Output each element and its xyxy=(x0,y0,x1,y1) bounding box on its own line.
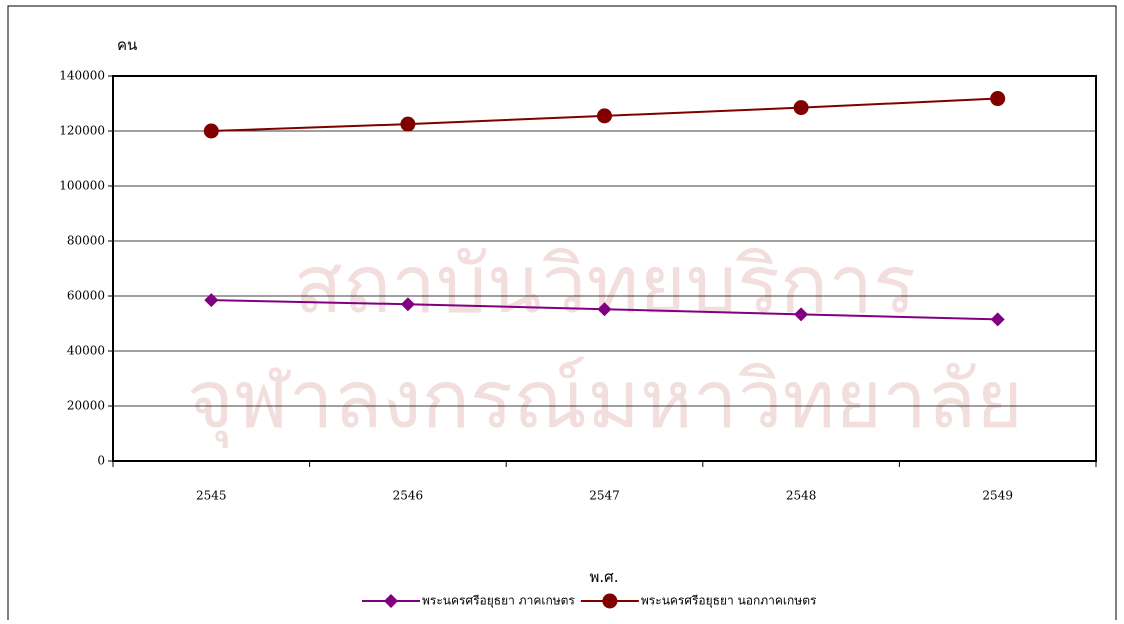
y-tick-label: 80000 xyxy=(67,234,105,248)
legend-label: พระนครศรีอยุธยา ภาคเกษตร xyxy=(422,594,575,609)
y-tick-label: 40000 xyxy=(67,344,105,358)
data-point xyxy=(990,91,1006,107)
chart-frame xyxy=(7,5,1117,624)
data-point xyxy=(204,293,219,308)
data-point xyxy=(990,312,1005,327)
data-point xyxy=(597,108,612,124)
y-tick-label: 60000 xyxy=(67,289,105,303)
data-point xyxy=(793,100,809,116)
data-point xyxy=(203,123,219,139)
legend-marker xyxy=(384,594,398,608)
data-point xyxy=(400,297,415,312)
watermark: จุฬาลงกรณ์มหาวิทยาลัย xyxy=(187,353,1023,448)
x-tick-label: 2548 xyxy=(786,489,817,503)
y-tick-label: 100000 xyxy=(59,179,105,193)
data-point xyxy=(794,307,809,322)
x-tick-label: 2547 xyxy=(589,489,620,503)
x-tick-label: 2546 xyxy=(393,489,424,503)
plot-frame xyxy=(112,75,1097,462)
x-tick-label: 2549 xyxy=(982,489,1013,503)
y-tick-label: 120000 xyxy=(59,124,105,138)
y-axis-label: คน xyxy=(117,36,137,54)
y-tick-label: 140000 xyxy=(59,69,105,83)
data-point xyxy=(597,302,612,317)
legend-label: พระนครศรีอยุธยา นอกภาคเกษตร xyxy=(641,594,817,609)
legend-marker xyxy=(602,593,618,609)
y-tick-label: 0 xyxy=(97,454,105,468)
data-point xyxy=(400,116,416,132)
x-axis-label: พ.ศ. xyxy=(590,568,619,586)
x-tick-label: 2545 xyxy=(196,489,227,503)
watermark: สถาบันวิทยบริการ xyxy=(294,238,916,331)
y-tick-label: 20000 xyxy=(67,399,105,413)
